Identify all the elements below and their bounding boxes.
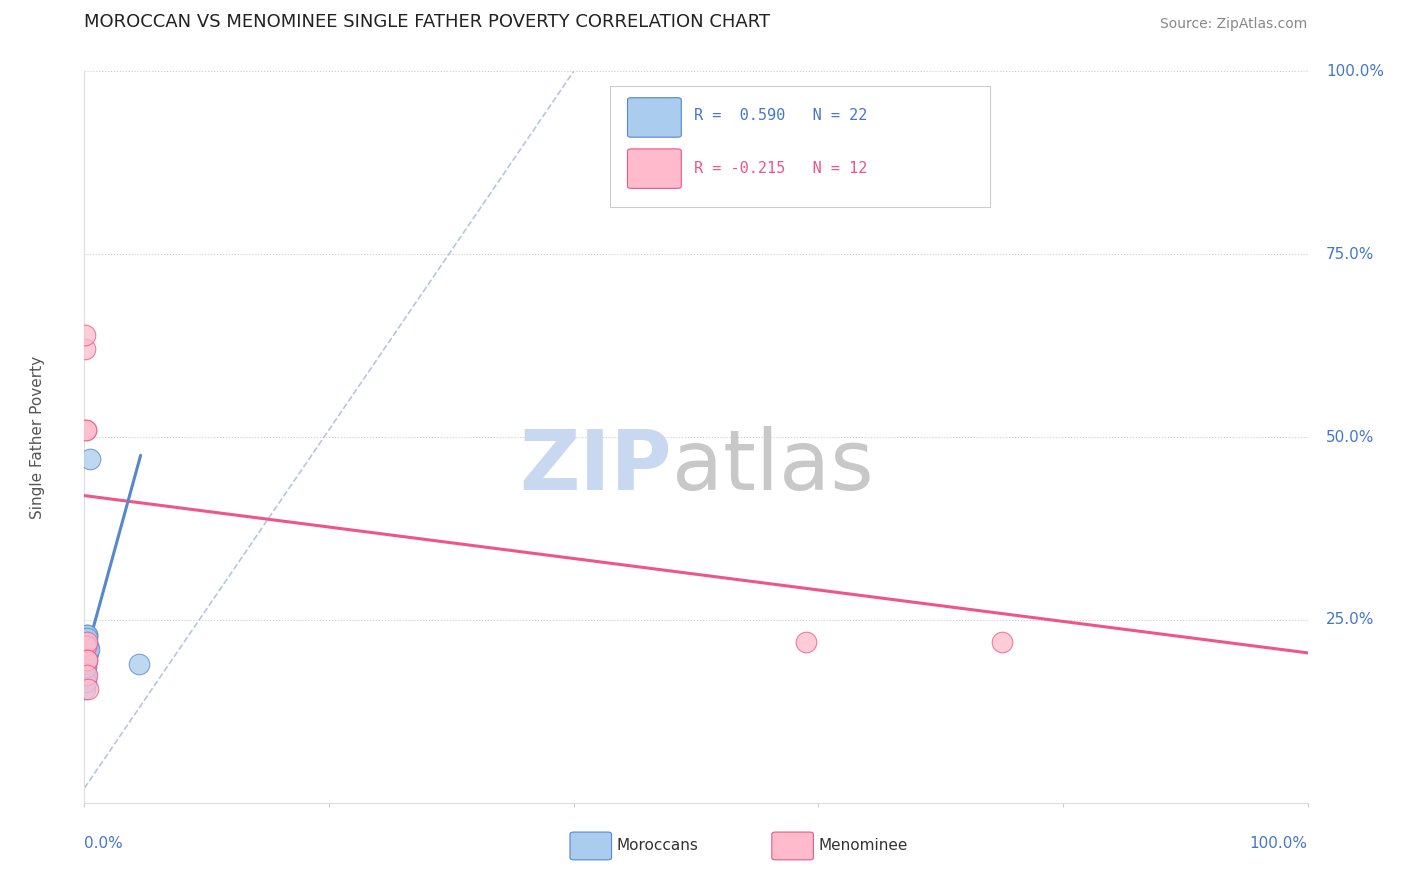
- Point: [79, 452, 101, 467]
- Point: [75, 649, 97, 664]
- Point: [73, 667, 96, 681]
- Point: [76, 639, 98, 653]
- Point: [75, 660, 97, 674]
- Point: [75, 642, 97, 657]
- Point: [76, 667, 98, 681]
- FancyBboxPatch shape: [569, 832, 612, 860]
- Point: [76, 639, 98, 653]
- Point: [75, 660, 97, 674]
- Text: Menominee: Menominee: [818, 838, 908, 854]
- Text: 50.0%: 50.0%: [1326, 430, 1374, 444]
- Point: [75, 423, 97, 437]
- FancyBboxPatch shape: [627, 149, 682, 188]
- Text: atlas: atlas: [672, 425, 873, 507]
- Point: [76, 627, 98, 641]
- Point: [75, 423, 97, 437]
- Point: [76, 632, 98, 646]
- Point: [76, 639, 98, 653]
- Text: 0.0%: 0.0%: [84, 836, 124, 851]
- Point: [75, 667, 97, 681]
- Point: [76, 639, 98, 653]
- Text: 100.0%: 100.0%: [1250, 836, 1308, 851]
- Point: [75, 639, 97, 653]
- Point: [76, 653, 98, 667]
- Point: [128, 657, 150, 671]
- Point: [76, 627, 98, 641]
- Point: [73, 343, 96, 357]
- Point: [76, 635, 98, 649]
- Point: [75, 657, 97, 671]
- Text: ZIP: ZIP: [519, 425, 672, 507]
- FancyBboxPatch shape: [772, 832, 814, 860]
- Point: [77, 642, 100, 657]
- Text: R = -0.215   N = 12: R = -0.215 N = 12: [693, 161, 868, 176]
- Text: Moroccans: Moroccans: [616, 838, 699, 854]
- Point: [794, 635, 817, 649]
- Text: Source: ZipAtlas.com: Source: ZipAtlas.com: [1160, 17, 1308, 31]
- Text: MOROCCAN VS MENOMINEE SINGLE FATHER POVERTY CORRELATION CHART: MOROCCAN VS MENOMINEE SINGLE FATHER POVE…: [84, 13, 770, 31]
- Text: 75.0%: 75.0%: [1326, 247, 1374, 261]
- FancyBboxPatch shape: [610, 86, 990, 207]
- Text: Single Father Poverty: Single Father Poverty: [31, 356, 45, 518]
- Point: [76, 646, 98, 660]
- Point: [75, 639, 97, 653]
- Point: [75, 327, 97, 342]
- Text: 100.0%: 100.0%: [1326, 64, 1384, 78]
- Point: [76, 653, 98, 667]
- Text: R =  0.590   N = 22: R = 0.590 N = 22: [693, 108, 868, 123]
- Point: [76, 646, 98, 660]
- FancyBboxPatch shape: [627, 98, 682, 137]
- Point: [73, 682, 96, 697]
- Text: 25.0%: 25.0%: [1326, 613, 1374, 627]
- Point: [75, 675, 97, 690]
- Point: [991, 635, 1014, 649]
- Point: [76, 682, 98, 697]
